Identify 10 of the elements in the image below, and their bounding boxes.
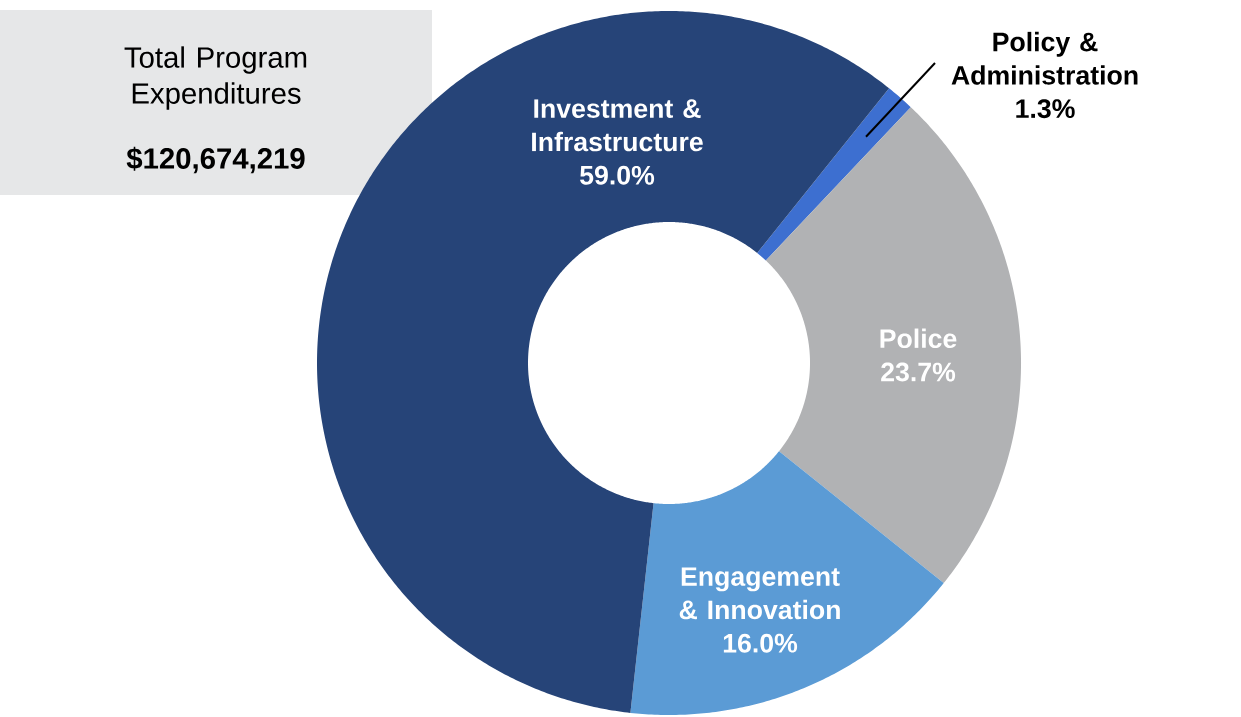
text: Total Program Expenditures [124, 46, 307, 110]
text: $120,674,219 [126, 146, 305, 174]
slice-label: Policy & Administration [951, 31, 1138, 85]
slice-label: Engagement & Innovation [679, 567, 840, 620]
slice-label: Investment & Infrastructure [532, 99, 703, 152]
data-label: 16.0% [723, 633, 798, 653]
data-label: 1.3% [1016, 99, 1075, 119]
data-label: 59.0% [580, 165, 655, 185]
data-label: 23.7% [881, 362, 956, 382]
slice-label: Police [880, 328, 957, 349]
